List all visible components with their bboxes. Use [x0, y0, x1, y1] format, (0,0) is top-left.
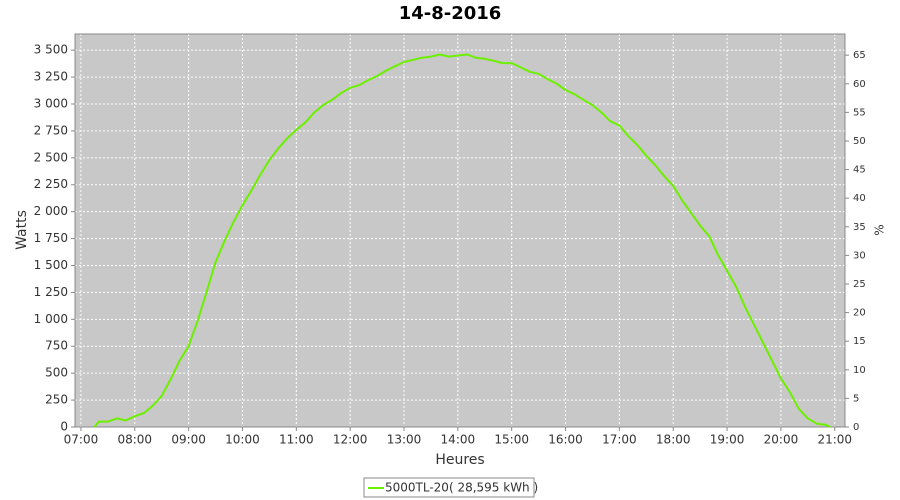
y2-axis-label: % — [873, 224, 887, 235]
x-tick-label: 15:00 — [494, 433, 529, 447]
y-tick-label: 750 — [45, 339, 68, 353]
y2-tick-label: 0 — [853, 422, 859, 433]
y-tick-label: 3 000 — [34, 96, 68, 110]
x-tick-label: 07:00 — [64, 433, 99, 447]
y-tick-label: 3 500 — [34, 43, 68, 57]
y2-tick-label: 10 — [853, 365, 866, 376]
x-tick-label: 09:00 — [171, 433, 206, 447]
y-tick-label: 0 — [60, 420, 68, 434]
y2-tick-label: 15 — [853, 336, 866, 347]
x-tick-label: 13:00 — [387, 433, 422, 447]
y2-tick-label: 55 — [853, 107, 866, 118]
series-line — [93, 53, 831, 428]
y2-tick-label: 65 — [853, 50, 866, 61]
y2-tick-label: 30 — [853, 250, 866, 261]
legend-box — [363, 477, 535, 498]
legend-label: 5000TL-20( 28,595 kWh ) — [385, 481, 538, 495]
y2-tick-label: 5 — [853, 393, 859, 404]
y-tick-label: 2 250 — [34, 177, 68, 191]
y2-tick-label: 20 — [853, 308, 866, 319]
y-tick-label: 1 750 — [34, 231, 68, 245]
x-tick-label: 20:00 — [764, 433, 799, 447]
x-axis-label: Heures — [435, 452, 484, 468]
y-tick-label: 2 750 — [34, 123, 68, 137]
plot-area — [75, 34, 845, 427]
x-tick-label: 17:00 — [602, 433, 637, 447]
plot-border — [74, 33, 846, 428]
y-tick-label: 2 000 — [34, 204, 68, 218]
x-tick-label: 14:00 — [441, 433, 476, 447]
x-tick-label: 12:00 — [333, 433, 368, 447]
y2-tick-label: 50 — [853, 136, 866, 147]
y-tick-label: 1 500 — [34, 258, 68, 272]
x-tick-label: 19:00 — [710, 433, 745, 447]
y2-tick-label: 35 — [853, 222, 866, 233]
chart-title: 14-8-2016 — [399, 3, 502, 24]
y-tick-label: 3 250 — [34, 70, 68, 84]
x-tick-label: 16:00 — [548, 433, 583, 447]
y-tick-label: 1 000 — [34, 312, 68, 326]
y2-tick-label: 40 — [853, 193, 866, 204]
y2-tick-label: 60 — [853, 79, 866, 90]
x-tick-label: 10:00 — [225, 433, 260, 447]
y2-tick-label: 45 — [853, 165, 866, 176]
y-tick-label: 250 — [45, 393, 68, 407]
y-axis-label: Watts — [14, 210, 30, 250]
y-tick-label: 1 250 — [34, 285, 68, 299]
x-tick-label: 11:00 — [279, 433, 314, 447]
y2-tick-label: 25 — [853, 279, 866, 290]
y-tick-label: 500 — [45, 366, 68, 380]
x-tick-label: 18:00 — [656, 433, 691, 447]
x-tick-label: 08:00 — [117, 433, 152, 447]
y-tick-label: 2 500 — [34, 150, 68, 164]
x-tick-label: 21:00 — [817, 433, 852, 447]
